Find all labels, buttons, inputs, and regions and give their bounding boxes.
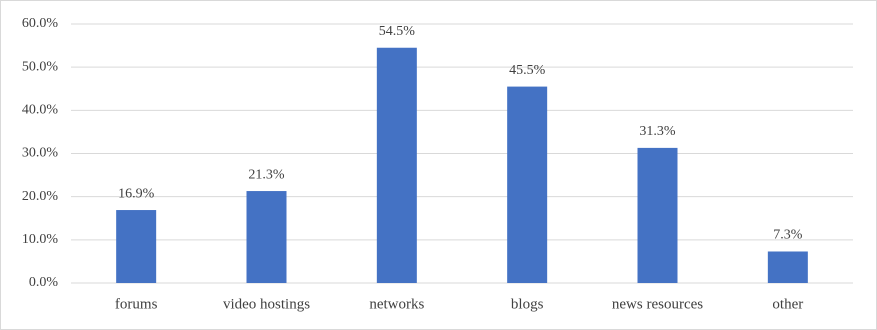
x-tick-label: news resources [612, 296, 703, 312]
data-label: 21.3% [248, 167, 285, 182]
y-tick-label: 50.0% [22, 59, 59, 74]
bar [246, 191, 287, 283]
x-tick-label: networks [369, 296, 424, 312]
data-label: 7.3% [773, 228, 803, 243]
data-label: 16.9% [118, 186, 155, 201]
data-label: 45.5% [509, 63, 546, 78]
y-tick-label: 30.0% [22, 146, 59, 161]
x-tick-label: other [772, 296, 803, 312]
bar [507, 86, 548, 283]
bar [376, 47, 417, 283]
x-tick-label: blogs [511, 296, 544, 312]
bar [767, 251, 808, 283]
data-label: 31.3% [639, 124, 676, 139]
y-tick-label: 20.0% [22, 189, 59, 204]
y-tick-label: 0.0% [29, 275, 59, 290]
y-tick-label: 10.0% [22, 232, 59, 247]
bar [637, 147, 678, 283]
y-tick-label: 60.0% [22, 16, 59, 31]
bar [116, 210, 157, 283]
x-tick-label: forums [115, 296, 158, 312]
y-tick-label: 40.0% [22, 103, 59, 118]
data-label: 54.5% [379, 24, 416, 39]
x-tick-label: video hostings [223, 296, 310, 312]
